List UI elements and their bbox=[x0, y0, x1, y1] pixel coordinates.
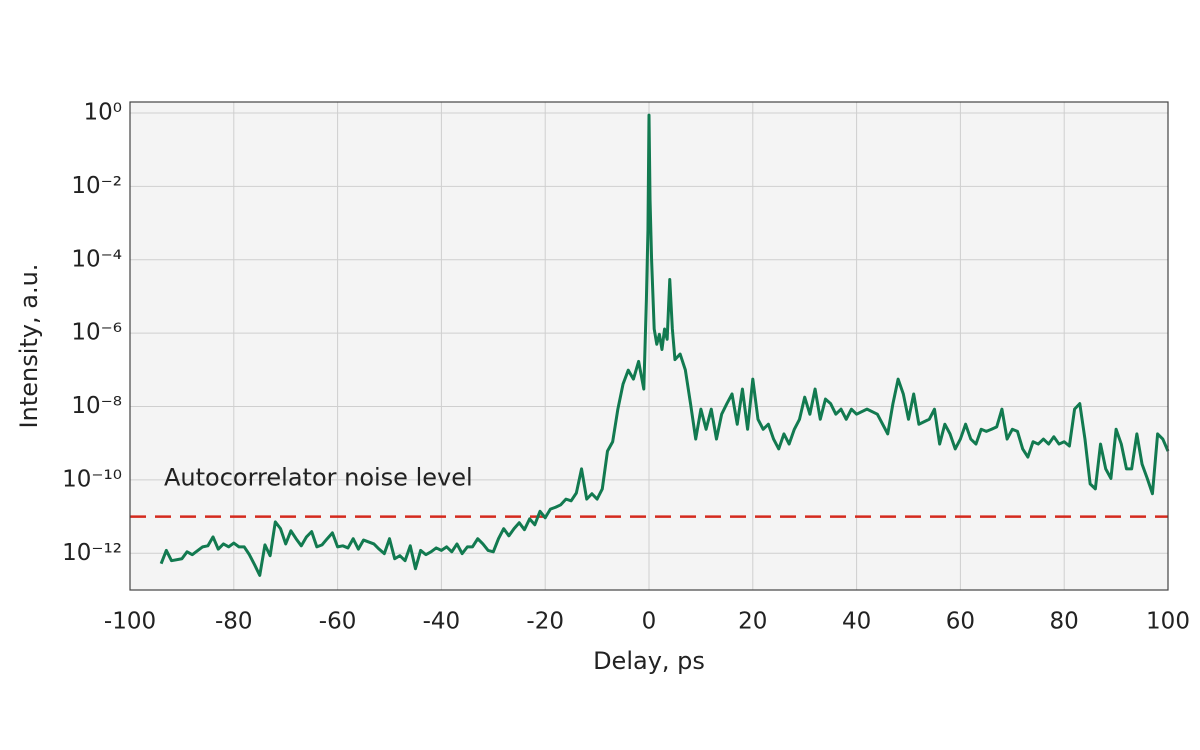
y-tick-label: 10⁰ bbox=[84, 100, 123, 126]
y-tick-label: 10⁻¹⁰ bbox=[62, 466, 122, 492]
marks bbox=[130, 113, 1170, 577]
y-tick-label: 10⁻⁶ bbox=[71, 320, 122, 346]
x-tick-label: 80 bbox=[1050, 609, 1079, 635]
x-tick-label: -100 bbox=[104, 609, 156, 635]
data-line bbox=[159, 113, 1170, 577]
y-tick-label: 10⁻⁸ bbox=[71, 393, 122, 419]
y-tick-label: 10⁻² bbox=[71, 173, 122, 199]
x-tick-label: 60 bbox=[946, 609, 975, 635]
x-tick-label: -60 bbox=[319, 609, 357, 635]
y-axis-label: Intensity, a.u. bbox=[15, 264, 43, 429]
plot-frame bbox=[129, 101, 1169, 591]
x-axis-label: Delay, ps bbox=[593, 647, 705, 675]
x-tick-label: -80 bbox=[215, 609, 253, 635]
x-tick-label: 100 bbox=[1146, 609, 1190, 635]
x-tick-label: 20 bbox=[738, 609, 767, 635]
x-tick-label: 0 bbox=[642, 609, 657, 635]
x-tick-label: -20 bbox=[526, 609, 564, 635]
annotation: Autocorrelator noise level bbox=[164, 464, 473, 492]
x-tick-label: -40 bbox=[423, 609, 461, 635]
y-tick-label: 10⁻¹² bbox=[62, 540, 122, 566]
x-tick-label: 40 bbox=[842, 609, 871, 635]
y-tick-label: 10⁻⁴ bbox=[71, 246, 122, 272]
